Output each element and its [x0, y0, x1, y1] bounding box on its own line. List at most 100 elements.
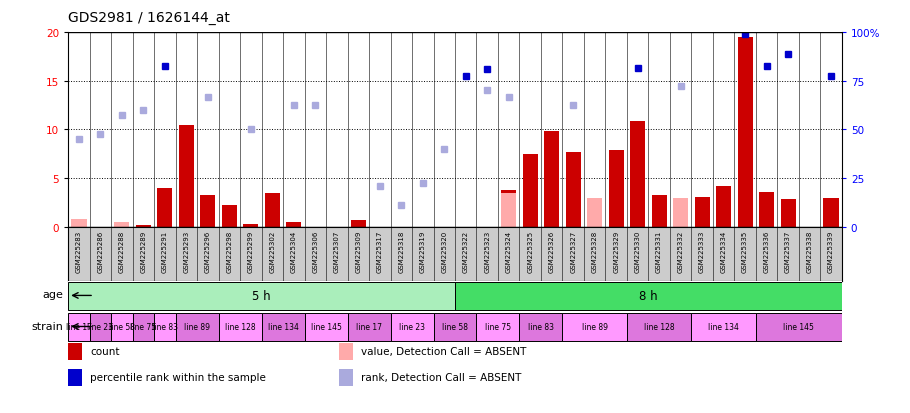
Text: GSM225337: GSM225337 [785, 230, 791, 272]
Bar [262, 313, 305, 341]
Bar [133, 313, 154, 341]
Bar [176, 313, 218, 341]
Text: GSM225324: GSM225324 [506, 230, 511, 272]
Text: line 58: line 58 [109, 322, 135, 331]
Text: GSM225286: GSM225286 [97, 230, 104, 272]
Bar [154, 313, 176, 341]
Text: GSM225317: GSM225317 [377, 230, 383, 272]
Bar [339, 369, 353, 386]
Bar [433, 313, 477, 341]
Bar [627, 313, 692, 341]
Text: GSM225299: GSM225299 [248, 230, 254, 272]
Bar [587, 199, 602, 227]
Text: GSM225306: GSM225306 [312, 230, 318, 272]
Bar [68, 313, 90, 341]
Text: line 83: line 83 [528, 322, 554, 331]
Bar [673, 198, 688, 227]
Bar [390, 313, 433, 341]
Bar [68, 343, 82, 360]
Bar [339, 343, 353, 360]
Bar [305, 313, 348, 341]
Text: GSM225289: GSM225289 [140, 230, 147, 272]
Text: line 17: line 17 [356, 322, 382, 331]
Text: GSM225283: GSM225283 [76, 230, 82, 272]
Bar [562, 313, 627, 341]
Text: line 145: line 145 [784, 322, 814, 331]
Bar [136, 225, 151, 227]
Text: GSM225318: GSM225318 [399, 230, 404, 272]
Text: GSM225335: GSM225335 [742, 230, 748, 272]
Bar [348, 313, 390, 341]
Text: GSM225296: GSM225296 [205, 230, 211, 272]
Text: count: count [90, 347, 119, 356]
Bar [544, 132, 560, 227]
Text: GSM225336: GSM225336 [763, 230, 770, 272]
Text: rank, Detection Call = ABSENT: rank, Detection Call = ABSENT [360, 373, 521, 382]
Bar [501, 190, 516, 227]
Text: GSM225298: GSM225298 [227, 230, 232, 272]
Text: line 75: line 75 [130, 322, 157, 331]
Bar [222, 206, 237, 227]
Bar [652, 195, 667, 227]
Bar [179, 125, 194, 227]
Bar [455, 282, 842, 310]
Text: GSM225327: GSM225327 [571, 230, 576, 272]
Text: GSM225322: GSM225322 [463, 230, 469, 272]
Bar [111, 313, 133, 341]
Text: GDS2981 / 1626144_at: GDS2981 / 1626144_at [68, 11, 230, 25]
Bar [692, 313, 756, 341]
Bar [157, 188, 173, 227]
Bar [90, 313, 111, 341]
Text: GSM225293: GSM225293 [184, 230, 189, 272]
Bar [630, 121, 645, 227]
Text: GSM225328: GSM225328 [592, 230, 598, 272]
Text: line 89: line 89 [581, 322, 608, 331]
Bar [737, 38, 753, 227]
Bar [824, 198, 838, 227]
Bar [218, 313, 262, 341]
Text: age: age [43, 290, 64, 300]
Bar [566, 152, 581, 227]
Bar [756, 313, 842, 341]
Text: GSM225338: GSM225338 [806, 230, 813, 272]
Text: 8 h: 8 h [639, 289, 658, 302]
Text: line 23: line 23 [87, 322, 114, 331]
Text: line 134: line 134 [708, 322, 739, 331]
Text: GSM225330: GSM225330 [634, 230, 641, 272]
Text: strain: strain [32, 321, 64, 331]
Text: GSM225304: GSM225304 [291, 230, 297, 272]
Text: GSM225332: GSM225332 [678, 230, 683, 272]
Text: line 128: line 128 [225, 322, 256, 331]
Text: GSM225325: GSM225325 [527, 230, 533, 272]
Text: GSM225339: GSM225339 [828, 230, 834, 272]
Bar [115, 222, 129, 227]
Text: line 75: line 75 [485, 322, 511, 331]
Text: line 145: line 145 [310, 322, 341, 331]
Bar [68, 282, 455, 310]
Text: GSM225307: GSM225307 [334, 230, 339, 272]
Bar [243, 224, 258, 227]
Text: GSM225302: GSM225302 [269, 230, 276, 272]
Bar [759, 192, 774, 227]
Text: GSM225291: GSM225291 [162, 230, 168, 272]
Text: GSM225334: GSM225334 [721, 230, 726, 272]
Bar [350, 221, 366, 227]
Bar [694, 197, 710, 227]
Text: GSM225333: GSM225333 [699, 230, 705, 272]
Text: percentile rank within the sample: percentile rank within the sample [90, 373, 266, 382]
Text: GSM225329: GSM225329 [613, 230, 619, 272]
Text: GSM225288: GSM225288 [119, 230, 125, 272]
Bar [522, 154, 538, 227]
Bar [265, 193, 280, 227]
Bar [501, 193, 516, 227]
Text: value, Detection Call = ABSENT: value, Detection Call = ABSENT [360, 347, 526, 356]
Bar [716, 186, 731, 227]
Text: GSM225309: GSM225309 [355, 230, 361, 272]
Bar [781, 200, 795, 227]
Text: 5 h: 5 h [252, 289, 271, 302]
Text: GSM225326: GSM225326 [549, 230, 555, 272]
Bar [609, 150, 623, 227]
Text: line 17: line 17 [66, 322, 92, 331]
Bar [68, 369, 82, 386]
Text: line 134: line 134 [268, 322, 298, 331]
